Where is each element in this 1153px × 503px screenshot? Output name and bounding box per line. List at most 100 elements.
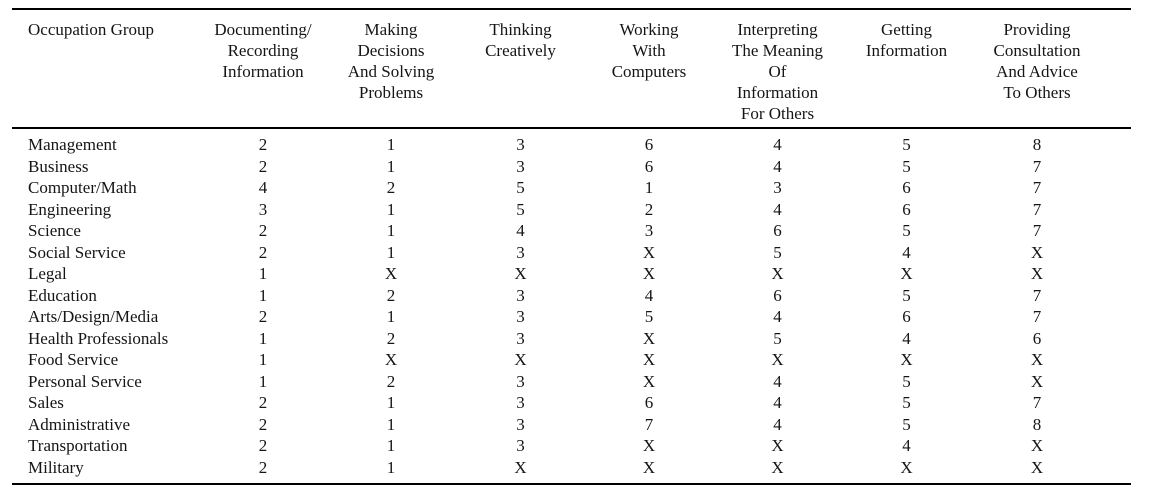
table-row: Military 2 1 X X X X X [12,457,1131,485]
value-cell: 6 [644,135,654,154]
value-cell: 4 [773,414,782,434]
occupation-task-rank-table: Occupation Group Documenting/Recording Inf… [12,8,1131,485]
value-cell: X [384,350,398,369]
value-cell: 6 [644,393,654,412]
spacer-cell [1103,328,1131,350]
table-header: Occupation Group Documenting/Recording Inf… [12,9,1131,129]
spacer-cell [1103,371,1131,393]
value-cell: 1 [258,350,268,369]
value-cell: 1 [386,414,396,434]
value-cell: 5 [902,285,911,305]
occupation-group-cell: Engineering [28,199,112,219]
table-row: Arts/Design/Media 2 1 3 5 4 6 7 [12,306,1131,328]
value-cell: 5 [902,393,911,412]
value-cell: 5 [773,328,782,348]
value-cell: 3 [516,307,525,326]
value-cell: 2 [258,393,268,412]
occupation-group-cell: Arts/Design/Media [28,307,159,326]
table-row: Transportation 2 1 3 X X 4 X [12,435,1131,457]
value-cell: X [514,350,527,369]
occupation-group-cell: Management [28,135,117,154]
value-cell: 3 [516,393,525,412]
spacer-cell [1103,242,1131,264]
spacer-header [1103,9,1131,129]
value-cell: 1 [386,393,396,412]
value-cell: 3 [516,371,525,391]
value-cell: X [771,436,784,455]
column-header-getting-information: Getting Information [842,9,971,129]
spacer-cell [1103,435,1131,457]
value-cell: 7 [644,414,654,434]
value-cell: 5 [773,242,782,262]
table-row: Food Service 1 X X X X X X [12,349,1131,371]
value-cell: 6 [902,199,911,219]
occupation-group-cell: Sales [28,393,64,412]
value-cell: 2 [386,178,396,197]
occupation-group-cell: Personal Service [28,371,142,391]
value-cell: 5 [516,199,525,219]
value-cell: X [900,264,913,283]
table-row: Science 2 1 4 3 6 5 7 [12,220,1131,242]
occupation-group-cell: Food Service [28,350,119,369]
table-row: Computer/Math 4 2 5 1 3 6 7 [12,177,1131,199]
value-cell: X [642,371,656,391]
value-cell: 5 [516,178,525,197]
column-header-working-with-computers: Working With Computers [585,9,713,129]
column-header-interpreting-the-meaning-of-information-for-others: Interpreting The Meaning Of Information For … [713,9,842,129]
column-header-providing-consultation-and-advice-to-others: Providing Consultation And Advice To Others [971,9,1103,129]
value-cell: 4 [644,285,654,305]
value-cell: 1 [386,436,396,455]
table-row: Personal Service 1 2 3 X 4 5 X [12,371,1131,393]
value-cell: 2 [644,199,654,219]
spacer-cell [1103,263,1131,285]
value-cell: 5 [644,307,654,326]
value-cell: 1 [386,221,396,240]
value-cell: 7 [1032,156,1042,176]
value-cell: X [1030,350,1044,369]
column-header-documenting-recording-information: Documenting/Recording Information [200,9,326,129]
spacer-cell [1103,349,1131,371]
value-cell: X [900,350,913,369]
value-cell: 6 [902,178,911,197]
value-cell: 5 [902,221,911,240]
value-cell: 4 [902,328,911,348]
value-cell: 2 [258,135,268,154]
spacer-cell [1103,220,1131,242]
column-header-thinking-creatively: Thinking Creatively [456,9,585,129]
value-cell: 1 [386,199,396,219]
spacer-cell [1103,414,1131,436]
occupation-group-cell: Health Professionals [28,328,169,348]
table-row: Legal 1 X X X X X X [12,263,1131,285]
spacer-cell [1103,285,1131,307]
value-cell: 4 [773,393,782,412]
value-cell: X [1030,371,1044,391]
value-cell: 1 [386,242,396,262]
value-cell: 3 [258,199,268,219]
value-cell: 1 [258,285,268,305]
value-cell: 7 [1032,221,1042,240]
value-cell: 1 [258,264,268,283]
header-row: Occupation Group Documenting/Recording Inf… [12,9,1131,129]
value-cell: 4 [902,436,911,455]
table-row: Sales 2 1 3 6 4 5 7 [12,392,1131,414]
occupation-group-cell: Transportation [28,436,128,455]
value-cell: 4 [773,371,782,391]
table-row: Management 2 1 3 6 4 5 8 [12,128,1131,156]
value-cell: 3 [516,135,525,154]
table-row: Social Service 2 1 3 X 5 4 X [12,242,1131,264]
value-cell: 3 [516,156,525,176]
value-cell: 7 [1032,285,1042,305]
value-cell: 3 [516,414,525,434]
value-cell: 2 [386,328,396,348]
value-cell: 1 [258,371,268,391]
value-cell: 7 [1032,393,1042,412]
value-cell: X [642,457,656,477]
value-cell: 3 [516,436,525,455]
spacer-cell [1103,392,1131,414]
value-cell: 1 [258,328,268,348]
table-row: Education 1 2 3 4 6 5 7 [12,285,1131,307]
value-cell: 1 [386,457,396,477]
value-cell: 1 [386,307,396,326]
column-header-occupation-group: Occupation Group [12,9,200,129]
value-cell: X [642,350,656,369]
